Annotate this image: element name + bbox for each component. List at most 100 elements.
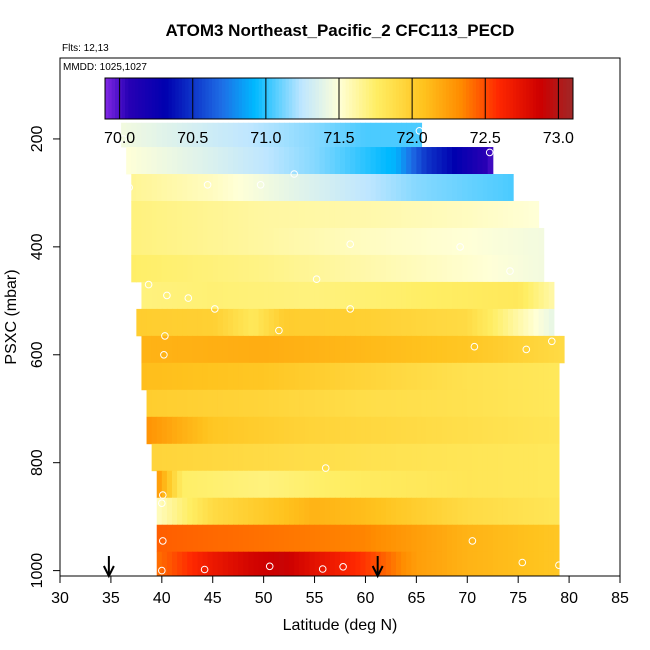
colorbar-segment <box>332 78 337 119</box>
heatmap-cell-band-11 <box>228 416 234 445</box>
heatmap-cell-band-11 <box>299 416 305 445</box>
heatmap-cell-band-12 <box>365 443 372 472</box>
heatmap-cell-band-5 <box>365 254 372 283</box>
heatmap-cell-band-15 <box>457 524 463 553</box>
heatmap-cell-band-14 <box>355 497 361 526</box>
heatmap-cell-band-7 <box>482 308 489 337</box>
heatmap-cell-band-3 <box>156 200 163 229</box>
colorbar-segment <box>355 78 360 119</box>
x-tick-label: 55 <box>306 590 324 607</box>
heatmap-cell-band-0 <box>380 122 387 148</box>
heatmap-cell-band-16 <box>222 551 229 577</box>
heatmap-cell-band-1 <box>166 147 173 175</box>
heatmap-cell-band-4 <box>248 227 255 256</box>
heatmap-cell-band-3 <box>482 200 489 229</box>
heatmap-cell-band-14 <box>411 497 417 526</box>
heatmap-cell-band-13 <box>462 470 468 499</box>
heatmap-cell-band-15 <box>273 524 280 553</box>
heatmap-cell-band-5 <box>238 254 244 283</box>
heatmap-cell-band-4 <box>370 227 377 256</box>
colorbar-segment <box>288 78 293 119</box>
heatmap-cell-band-1 <box>131 147 137 175</box>
heatmap-cell-band-16 <box>207 551 214 577</box>
heatmap-cell-band-14 <box>284 497 290 526</box>
heatmap-cell-band-14 <box>553 497 560 526</box>
heatmap-cell-band-1 <box>233 147 239 175</box>
heatmap-cell-band-2 <box>355 174 361 202</box>
heatmap-cell-band-4 <box>482 227 489 256</box>
heatmap-cell-band-1 <box>299 147 305 175</box>
heatmap-cell-band-11 <box>192 416 199 445</box>
heatmap-cell-band-15 <box>217 524 224 553</box>
heatmap-cell-band-7 <box>217 308 224 337</box>
heatmap-cell-band-7 <box>222 308 229 337</box>
colorbar-segment <box>439 78 444 119</box>
colorbar-segment <box>242 78 246 119</box>
heatmap-cell-band-7 <box>304 308 311 337</box>
heatmap-cell-band-4 <box>207 227 214 256</box>
heatmap-cell-band-13 <box>518 470 524 499</box>
heatmap-cell-band-5 <box>385 254 392 283</box>
heatmap-cell-band-12 <box>294 443 300 472</box>
heatmap-cell-band-8 <box>487 335 494 364</box>
heatmap-cell-band-3 <box>329 200 336 229</box>
heatmap-cell-band-9 <box>385 362 392 391</box>
heatmap-cell-band-14 <box>390 497 397 526</box>
heatmap-cell-band-7 <box>508 308 514 337</box>
heatmap-cell-band-3 <box>492 200 499 229</box>
heatmap-cell-band-0 <box>396 122 402 148</box>
colorbar-segment <box>502 78 507 119</box>
sample-point <box>506 267 514 275</box>
heatmap-cell-band-16 <box>441 551 448 577</box>
heatmap-cell-band-13 <box>238 470 244 499</box>
heatmap-cell-band-9 <box>411 362 417 391</box>
colorbar-segment <box>385 78 390 119</box>
heatmap-cell-band-13 <box>380 470 387 499</box>
heatmap-cell-band-5 <box>390 254 397 283</box>
heatmap-cell-band-3 <box>497 200 504 229</box>
heatmap-cell-band-7 <box>197 308 204 337</box>
colorbar-segment <box>532 78 537 119</box>
heatmap-cell-band-10 <box>441 389 448 418</box>
heatmap-cell-band-12 <box>426 443 433 472</box>
heatmap-cell-band-8 <box>446 335 453 364</box>
heatmap-cell-band-5 <box>319 254 326 283</box>
heatmap-cell-band-8 <box>508 335 514 364</box>
heatmap-cell-band-1 <box>462 147 468 175</box>
heatmap-cell-band-7 <box>350 308 356 337</box>
heatmap-cell-band-4 <box>187 227 193 256</box>
heatmap-cell-band-10 <box>375 389 382 418</box>
heatmap-cell-band-11 <box>502 416 509 445</box>
heatmap-cell-band-9 <box>375 362 382 391</box>
heatmap-cell-band-1 <box>146 147 153 175</box>
heatmap-cell-band-0 <box>304 122 311 148</box>
heatmap-cell-band-12 <box>212 443 219 472</box>
heatmap-cell-band-1 <box>396 147 402 175</box>
heatmap-cell-band-10 <box>421 389 428 418</box>
heatmap-cell-band-8 <box>385 335 392 364</box>
heatmap-cell-band-4 <box>192 227 199 256</box>
heatmap-cell-band-15 <box>289 524 295 553</box>
heatmap-cell-band-10 <box>487 389 494 418</box>
heatmap-cell-band-5 <box>166 254 173 283</box>
heatmap-cell-band-15 <box>243 524 249 553</box>
heatmap-cell-band-1 <box>340 147 346 175</box>
heatmap-cell-band-1 <box>156 147 163 175</box>
heatmap-cell-band-10 <box>324 389 331 418</box>
heatmap-cell-band-11 <box>146 416 153 445</box>
heatmap-cell-band-5 <box>197 254 204 283</box>
heatmap-cell-band-0 <box>390 122 397 148</box>
heatmap-cell-band-2 <box>238 174 244 202</box>
heatmap-cell-band-14 <box>513 497 519 526</box>
heatmap-cell-band-11 <box>508 416 514 445</box>
heatmap-cell-band-3 <box>217 200 224 229</box>
heatmap-cell-band-4 <box>355 227 361 256</box>
heatmap-cell-band-3 <box>396 200 402 229</box>
heatmap-cell-band-0 <box>156 122 163 148</box>
heatmap-cell-band-9 <box>380 362 387 391</box>
heatmap-cell-band-9 <box>228 362 234 391</box>
heatmap-cell-band-0 <box>243 122 249 148</box>
heatmap-cell-band-13 <box>528 470 535 499</box>
heatmap-cell-band-13 <box>329 470 336 499</box>
heatmap-cell-band-14 <box>441 497 448 526</box>
